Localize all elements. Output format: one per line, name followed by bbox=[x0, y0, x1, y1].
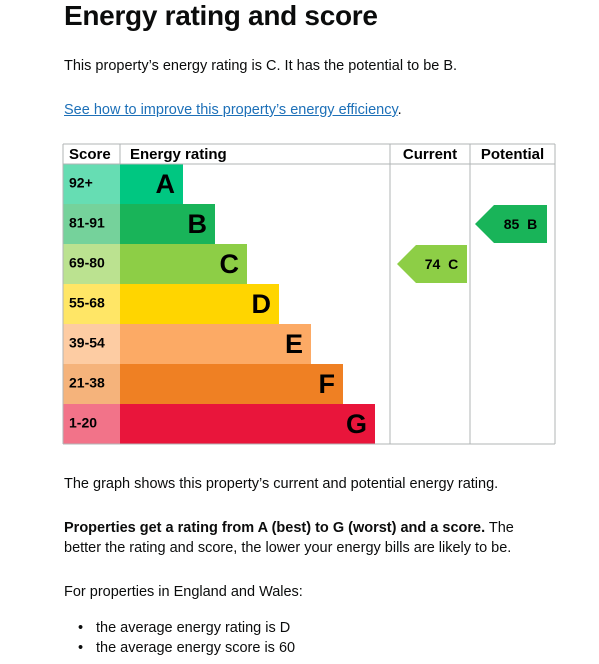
potential-letter: B bbox=[527, 216, 537, 232]
rating-letter: G bbox=[346, 409, 367, 439]
score-cell bbox=[63, 364, 120, 404]
rating-letter: D bbox=[252, 289, 272, 319]
rating-info-bold: Properties get a rating from A (best) to… bbox=[64, 520, 486, 536]
rating-bar bbox=[120, 324, 311, 364]
rating-letter: C bbox=[220, 249, 240, 279]
potential-arrow bbox=[475, 205, 547, 243]
rating-graph: 92+ A 81-91 B 69-80 C 55-68 D 39-54 E 21-38 F 1-20 G S… bbox=[62, 143, 556, 445]
score-range: 55-68 bbox=[69, 295, 105, 311]
rating-bar bbox=[120, 404, 375, 444]
current-arrow bbox=[397, 245, 467, 283]
score-range: 81-91 bbox=[69, 215, 105, 231]
score-cell bbox=[63, 324, 120, 364]
header-rating: Energy rating bbox=[130, 146, 227, 163]
score-cell bbox=[63, 284, 120, 324]
rating-bar bbox=[120, 204, 215, 244]
improve-link[interactable]: See how to improve this property’s energ… bbox=[64, 102, 398, 118]
rating-bar bbox=[120, 164, 183, 204]
intro: This property’s energy rating is C. It h… bbox=[64, 58, 458, 74]
average-item: the average energy rating is D bbox=[64, 618, 295, 638]
region-intro: For properties in England and Wales: bbox=[64, 584, 303, 600]
rating-letter: F bbox=[319, 369, 336, 399]
score-range: 21-38 bbox=[69, 375, 105, 391]
header-potential: Potential bbox=[481, 146, 544, 163]
current-label: 74 C bbox=[425, 256, 458, 272]
explanation: The graph shows this property’s current … bbox=[64, 476, 499, 492]
averages-list: the average energy rating is D the avera… bbox=[64, 618, 295, 658]
rating-bar bbox=[120, 284, 279, 324]
heading: Energy rating and score bbox=[64, 0, 378, 31]
current-letter: C bbox=[448, 256, 458, 272]
link-after: . bbox=[397, 102, 402, 118]
score-cell bbox=[63, 164, 120, 204]
rating-letter: E bbox=[285, 329, 303, 359]
rating-bar bbox=[120, 244, 247, 284]
score-range: 69-80 bbox=[69, 255, 105, 271]
score-range: 39-54 bbox=[69, 335, 105, 351]
header-score: Score bbox=[69, 146, 111, 163]
rating-info-rest: The better the rating and score, the low… bbox=[64, 520, 514, 556]
potential-label: 85 B bbox=[504, 216, 537, 232]
potential-score: 85 bbox=[504, 216, 520, 232]
rating-bar bbox=[120, 364, 343, 404]
score-range: 1-20 bbox=[69, 415, 97, 431]
rating-letter: B bbox=[188, 209, 208, 239]
score-range: 92+ bbox=[69, 175, 93, 191]
link-line: See how to improve this property’s energ… bbox=[64, 100, 564, 120]
header-current: Current bbox=[403, 146, 457, 163]
rating-info: Properties get a rating from A (best) to… bbox=[64, 518, 554, 558]
score-cell bbox=[63, 244, 120, 284]
score-cell bbox=[63, 404, 120, 444]
average-item: the average energy score is 60 bbox=[64, 638, 295, 658]
rating-letter: A bbox=[156, 169, 176, 199]
current-score: 74 bbox=[425, 256, 441, 272]
score-cell bbox=[63, 204, 120, 244]
